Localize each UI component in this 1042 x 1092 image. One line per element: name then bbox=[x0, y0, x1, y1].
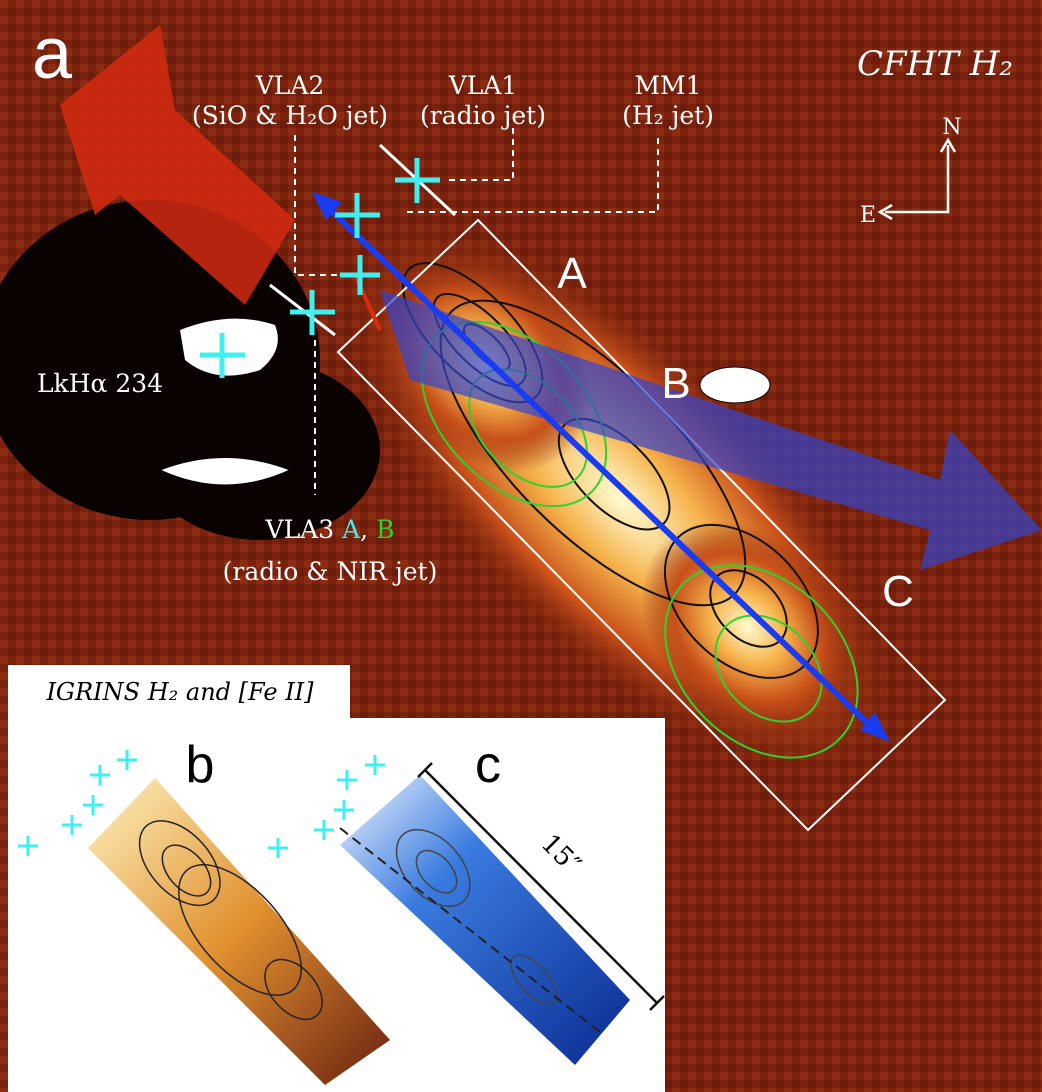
source-note: (SiO & H₂O jet) bbox=[192, 101, 388, 130]
star-label: LkHα 234 bbox=[37, 369, 163, 398]
vla3-note: (radio & NIR jet) bbox=[223, 557, 438, 586]
vla3-a: A bbox=[341, 515, 361, 544]
source-name: VLA2 bbox=[255, 71, 325, 100]
dark-cloud bbox=[140, 360, 380, 540]
vla3-b: B bbox=[376, 515, 394, 544]
vla3-name: VLA3 bbox=[265, 515, 335, 544]
inset-title: IGRINS H₂ and [Fe II] bbox=[45, 678, 314, 706]
panel-letter: a bbox=[32, 14, 73, 94]
panel-letter: c bbox=[475, 736, 501, 794]
source-name: VLA1 bbox=[448, 71, 518, 100]
instrument-label: CFHT H₂ bbox=[857, 44, 1013, 84]
source-note: (radio jet) bbox=[420, 101, 546, 130]
figure: a CFHT H₂ VLA2 (SiO & H₂O jet) VLA1 (rad… bbox=[0, 0, 1042, 1092]
source-name: MM1 bbox=[634, 71, 701, 100]
compass-north: N bbox=[942, 115, 961, 140]
knot-label: A bbox=[557, 249, 587, 298]
compass-east: E bbox=[860, 203, 876, 228]
star bbox=[700, 367, 770, 403]
vla3-label: VLA3 A, B bbox=[265, 515, 395, 544]
knot-label: C bbox=[882, 567, 914, 616]
panel-letter: b bbox=[186, 736, 215, 794]
source-note: (H₂ jet) bbox=[622, 101, 714, 130]
knot-label: B bbox=[661, 359, 690, 408]
page: a CFHT H₂ VLA2 (SiO & H₂O jet) VLA1 (rad… bbox=[0, 0, 1042, 1092]
separator: , bbox=[360, 515, 368, 544]
